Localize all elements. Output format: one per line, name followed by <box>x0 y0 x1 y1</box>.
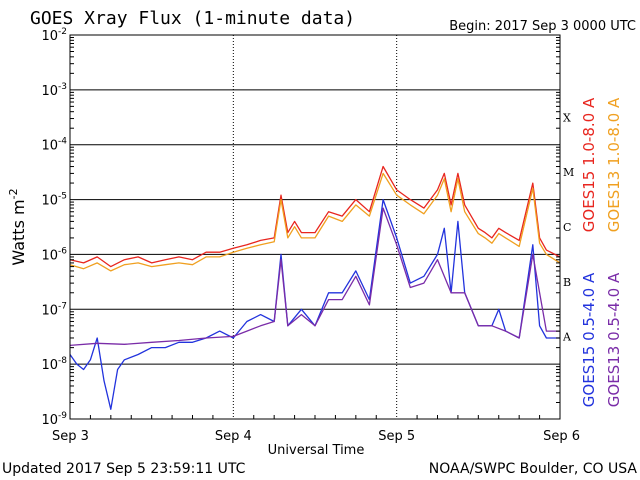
y-tick-exponent: -7 <box>58 301 67 311</box>
y-axis-label-text: Watts m <box>9 199 28 265</box>
y-tick-exponent: -2 <box>58 27 67 37</box>
x-axis-label: Universal Time <box>268 443 365 458</box>
y-tick-exponent: -4 <box>58 137 67 147</box>
flare-class-C: C <box>563 221 571 234</box>
credit: NOAA/SWPC Boulder, CO USA <box>429 461 638 477</box>
flare-class-X: X <box>563 111 571 124</box>
y-tick-exponent: -6 <box>58 246 67 256</box>
begin-time: Begin: 2017 Sep 3 0000 UTC <box>449 19 636 34</box>
y-tick-base: 10 <box>41 248 58 263</box>
y-axis-label-exponent: -2 <box>7 188 20 199</box>
series-layer <box>69 165 561 410</box>
y-tick-base: 10 <box>41 413 58 428</box>
y-tick-exponent: -3 <box>58 82 67 92</box>
y-tick-base: 10 <box>41 358 58 373</box>
x-tick-label: Sep 3 <box>52 429 89 444</box>
y-tick-base: 10 <box>41 303 58 318</box>
legend-entry: GOES13 0.5-4.0 A <box>605 272 623 407</box>
y-tick-base: 10 <box>41 194 58 209</box>
y-tick-exponent: -5 <box>58 192 67 202</box>
legend-entry: GOES15 0.5-4.0 A <box>580 272 598 407</box>
y-tick-base: 10 <box>41 29 58 44</box>
y-tick-label: 10-5 <box>41 192 67 209</box>
y-ticks: 10-910-810-710-610-510-410-310-2 <box>41 27 560 428</box>
y-axis-label: Watts m-2 <box>7 188 28 265</box>
legend-entry: GOES15 1.0-8.0 A <box>580 97 598 232</box>
series-line-0 <box>69 165 561 268</box>
series-line-3 <box>69 207 560 347</box>
y-tick-label: 10-7 <box>41 301 67 318</box>
y-tick-base: 10 <box>41 139 58 154</box>
series-line-1 <box>69 172 561 272</box>
x-tick-label: Sep 4 <box>215 429 252 444</box>
y-tick-label: 10-4 <box>41 137 67 154</box>
legend: GOES15 1.0-8.0 A GOES13 1.0-8.0 A GOES15 0… <box>580 97 623 407</box>
y-tick-exponent: -8 <box>58 356 67 366</box>
series-line-2 <box>69 198 560 410</box>
x-tick-label: Sep 6 <box>543 429 580 444</box>
y-tick-exponent: -9 <box>58 411 67 421</box>
flare-class-A: A <box>562 331 572 344</box>
chart-title: GOES Xray Flux (1-minute data) <box>30 8 355 29</box>
svg-text:Watts m-2: Watts m-2 <box>7 188 28 265</box>
x-ticks: Sep 3 Sep 4 Sep 5 Sep 6 <box>52 415 580 444</box>
legend-entry: GOES13 1.0-8.0 A <box>605 97 623 232</box>
flare-class-labels: A B C M X <box>562 111 574 343</box>
y-tick-label: 10-9 <box>41 411 67 428</box>
updated-timestamp: Updated 2017 Sep 5 23:59:11 UTC <box>2 461 246 477</box>
x-tick-label: Sep 5 <box>378 429 415 444</box>
flare-class-B: B <box>563 276 571 289</box>
grid-layer <box>70 35 560 419</box>
y-tick-label: 10-3 <box>41 82 67 99</box>
y-tick-label: 10-6 <box>41 246 67 263</box>
y-tick-label: 10-2 <box>41 27 67 44</box>
flare-class-M: M <box>563 166 574 179</box>
y-tick-label: 10-8 <box>41 356 67 373</box>
plot-frame <box>69 34 561 420</box>
y-tick-base: 10 <box>41 84 58 99</box>
